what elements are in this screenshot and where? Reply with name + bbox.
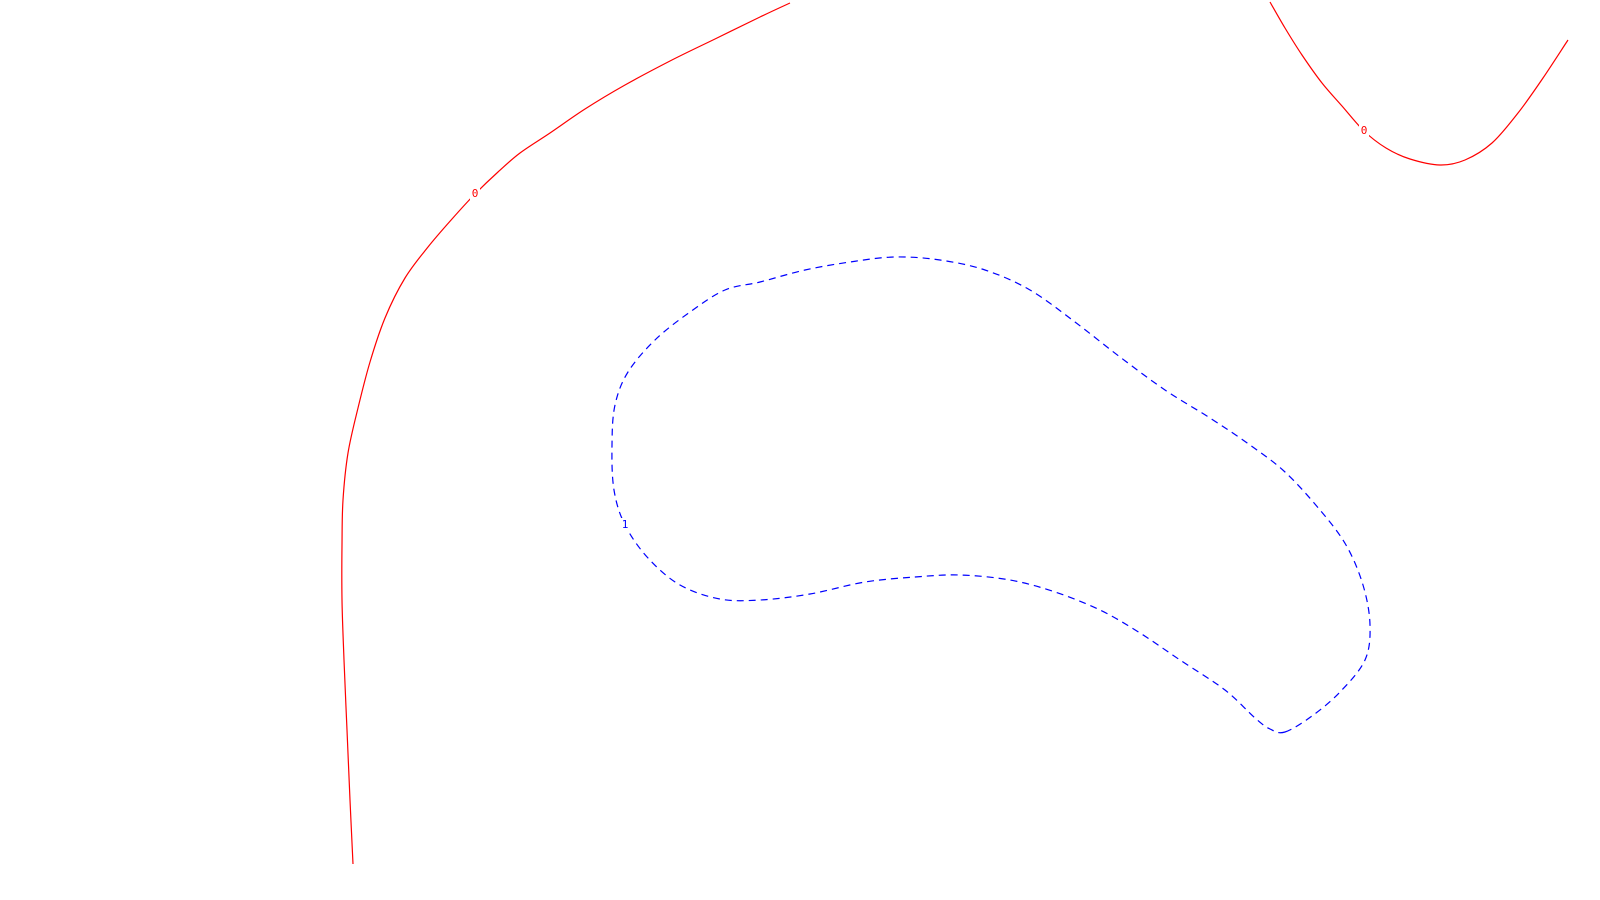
contour-label-1-2: 1 (622, 518, 629, 531)
contour-label-background (620, 518, 630, 532)
contour-lines-group (341, 1, 1569, 865)
contour-label-0-0: 0 (472, 187, 479, 200)
contour-line-level-0-0 (341, 2, 791, 865)
contour-labels-group: 0 0 1 (470, 124, 1369, 532)
contour-label-0-1: 0 (1361, 124, 1368, 137)
contour-label-background (470, 187, 480, 201)
contour-line-level-0-1 (1269, 1, 1569, 166)
contour-label-background (1359, 124, 1369, 138)
